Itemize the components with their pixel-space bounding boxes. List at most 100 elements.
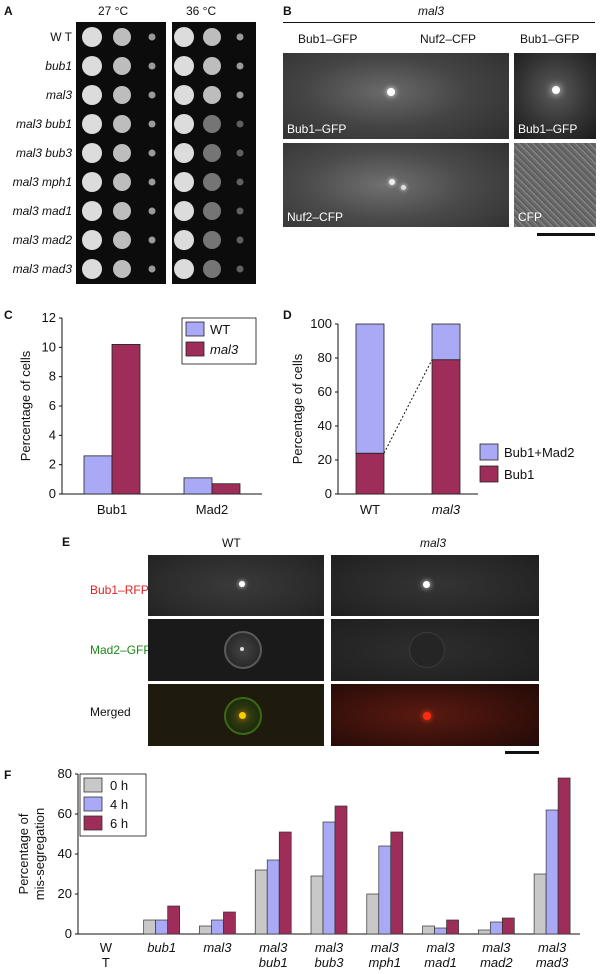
x-tick-label: W: [100, 940, 113, 955]
x-tick-label: Bub1: [97, 502, 127, 517]
y-tick-label: 40: [58, 846, 72, 861]
bar-0h: [310, 875, 324, 935]
bar-0h: [366, 893, 380, 935]
spot-colony: [82, 172, 102, 192]
merged-dot: [423, 712, 431, 720]
spot-colony: [82, 114, 102, 134]
spot-colony: [113, 144, 131, 162]
spot-colony: [236, 62, 244, 70]
spot-colony: [148, 236, 156, 244]
spot-colony: [148, 178, 156, 186]
row-label-bub1-rfp: Bub1–RFP: [90, 583, 149, 597]
col-nuf2-cfp: Nuf2–CFP: [420, 32, 477, 46]
spot-colony: [174, 27, 194, 47]
bar-wt: [83, 455, 113, 495]
bar-4h: [489, 921, 503, 935]
spot-colony: [113, 86, 131, 104]
col-mal3: mal3: [420, 536, 447, 550]
spot-colony: [203, 115, 221, 133]
bar-4h: [434, 927, 447, 935]
spot-colony: [82, 230, 102, 250]
spot-colony: [82, 27, 102, 47]
bar-0h: [533, 873, 547, 935]
strain-label: bub1: [45, 59, 72, 73]
y-axis-label: Percentage of cells: [18, 350, 33, 461]
bar-6h: [390, 831, 404, 935]
x-tick-label: Mad2: [196, 502, 229, 517]
col-wt: WT: [222, 536, 241, 550]
kinetochore-dot: [552, 86, 560, 94]
bar-mal3: [111, 344, 141, 495]
panel-f-label: F: [4, 768, 12, 782]
bar-4h: [155, 919, 169, 935]
chart-d: 0 20 40 60 80 100 Percentage of cells WT mal3 Bub…: [290, 316, 574, 517]
micrograph-bub1-gfp: Bub1–GFP: [283, 53, 509, 139]
y-tick-label: 12: [42, 310, 56, 325]
connector-line: [383, 359, 433, 454]
y-axis-label-line2: mis-segregation: [32, 808, 47, 901]
bar-0h: [422, 925, 435, 935]
x-tick-label: mal3: [482, 940, 511, 955]
y-tick-label: 4: [49, 427, 56, 442]
y-tick-label: 0: [65, 926, 72, 941]
bar-6h: [278, 831, 292, 935]
legend-label: mal3: [210, 342, 239, 357]
y-tick-label: 2: [49, 457, 56, 472]
spot-colony: [113, 260, 131, 278]
x-tick-label: mal3: [203, 940, 232, 955]
kinetochore-dot: [389, 179, 395, 185]
bar-0h: [143, 919, 157, 935]
spot-colony: [174, 201, 194, 221]
y-tick-label: 60: [318, 384, 332, 399]
bar-4h: [378, 845, 392, 935]
spot-colony: [113, 57, 131, 75]
spot-colony: [174, 85, 194, 105]
bar-0h: [199, 925, 212, 935]
spot-colony: [203, 144, 221, 162]
y-axis-label: Percentage of cells: [290, 353, 305, 464]
x-tick-label: mph1: [369, 955, 402, 970]
legend-label: 6 h: [110, 816, 128, 831]
panel-b-header-rule: [283, 22, 595, 23]
micro-wt-bub1: [148, 555, 324, 616]
spot-colony: [203, 260, 221, 278]
panel-b-label: B: [283, 4, 292, 18]
spot-colony: [113, 231, 131, 249]
spot-colony: [82, 143, 102, 163]
panel-c-label: C: [4, 308, 13, 322]
x-tick-label: mal3: [315, 940, 344, 955]
bar-6h: [446, 919, 459, 935]
x-tick-label: mal3: [426, 940, 455, 955]
y-tick-label: 10: [42, 339, 56, 354]
x-tick-label: mad3: [536, 955, 569, 970]
y-tick-label: 80: [318, 350, 332, 365]
bar-wt: [183, 477, 213, 495]
y-tick-label: 40: [318, 418, 332, 433]
img-label: Bub1–GFP: [518, 122, 578, 136]
spot-colony: [174, 56, 194, 76]
bub1-dot: [239, 581, 245, 587]
legend-label: Bub1: [504, 467, 534, 482]
kinetochore-dot: [387, 88, 395, 96]
bar-0h: [477, 929, 491, 935]
spot-colony: [82, 201, 102, 221]
bar-6h: [557, 777, 571, 935]
spot-colony: [203, 202, 221, 220]
spot-colony: [236, 91, 244, 99]
legend-swatch: [479, 465, 499, 483]
x-tick-label: mal3: [259, 940, 288, 955]
micrograph-cfp-inset: CFP: [514, 143, 596, 227]
bar-4h: [211, 919, 224, 935]
img-label: Nuf2–CFP: [287, 210, 344, 224]
spot-colony: [203, 57, 221, 75]
legend-label: WT: [210, 322, 230, 337]
row-label-mad2-gfp: Mad2–GFP: [90, 643, 152, 657]
legend-label: 4 h: [110, 797, 128, 812]
spot-colony: [148, 207, 156, 215]
spot-colony: [148, 62, 156, 70]
spot-colony: [174, 143, 194, 163]
spot-colony: [174, 259, 194, 279]
y-tick-label: 8: [49, 369, 56, 384]
spot-colony: [236, 149, 244, 157]
bar-bub1-mad2: [355, 323, 385, 454]
